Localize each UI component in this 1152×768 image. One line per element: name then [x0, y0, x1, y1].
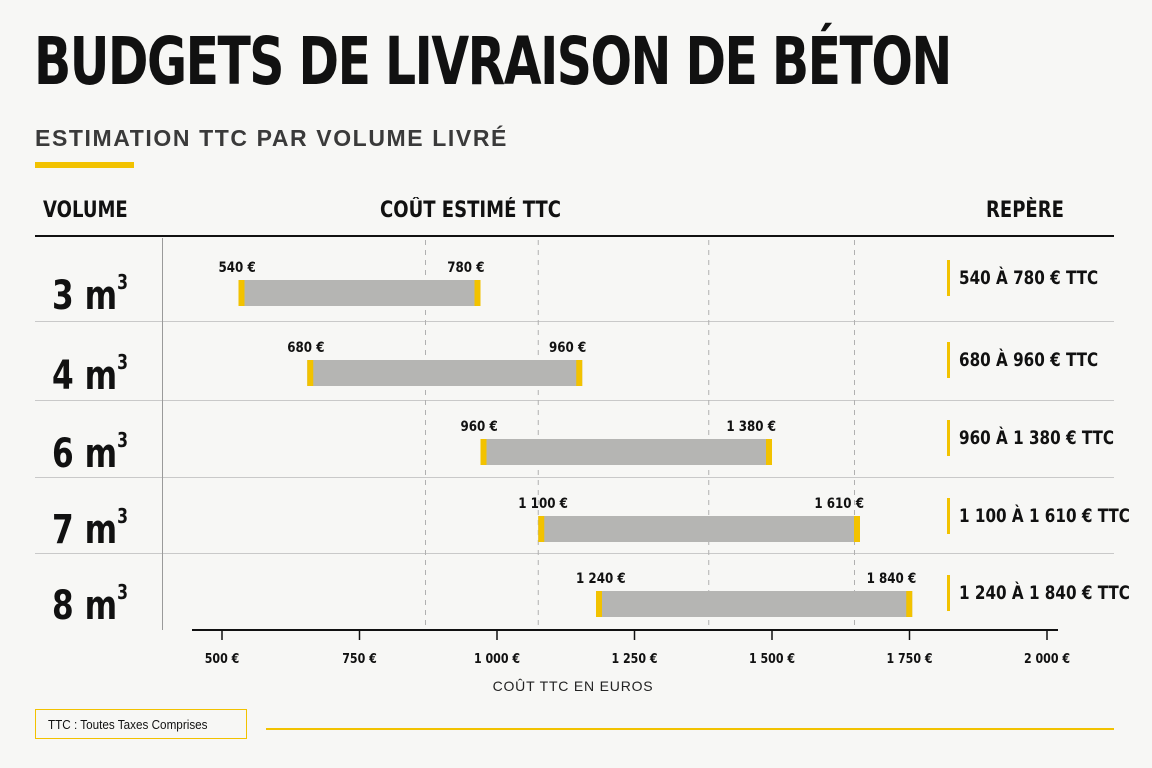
- reference-column-header: REPÈRE: [986, 198, 1064, 223]
- footer-rule: [266, 728, 1114, 730]
- x-tick-label: 1 250 €: [611, 651, 657, 666]
- range-bar: [538, 516, 860, 542]
- reference-cell: 960 À 1 380 € TTC: [947, 420, 1152, 456]
- reference-cell: 1 240 À 1 840 € TTC: [947, 575, 1152, 611]
- footnote-text: TTC : Toutes Taxes Comprises: [48, 716, 208, 732]
- volume-label: 7 m3: [52, 504, 128, 553]
- range-end-cap: [766, 439, 772, 465]
- reference-text: 680 À 960 € TTC: [959, 349, 1099, 371]
- reference-text: 960 À 1 380 € TTC: [959, 427, 1115, 449]
- range-start-cap: [307, 360, 314, 386]
- x-tick-label: 1 000 €: [474, 651, 520, 666]
- cost-column-header: COÛT ESTIMÉ TTC: [380, 198, 561, 223]
- range-high-label: 1 380 €: [726, 419, 776, 435]
- volume-label: 8 m3: [52, 580, 128, 629]
- x-tick-label: 500 €: [205, 651, 240, 666]
- x-tick-label: 1 500 €: [749, 651, 795, 666]
- reference-marker: [947, 260, 950, 296]
- header-rule: [35, 235, 1114, 237]
- range-low-label: 540 €: [219, 260, 256, 276]
- range-bar: [480, 439, 772, 465]
- range-end-cap: [906, 591, 913, 617]
- range-low-label: 680 €: [287, 340, 324, 356]
- reference-marker: [947, 420, 950, 456]
- range-start-cap: [480, 439, 487, 465]
- range-start-cap: [538, 516, 545, 542]
- row-divider: [35, 553, 1114, 554]
- range-high-label: 1 610 €: [814, 496, 864, 512]
- row-divider: [35, 477, 1114, 478]
- reference-text: 1 240 À 1 840 € TTC: [959, 582, 1130, 604]
- range-low-label: 1 100 €: [518, 496, 568, 512]
- volume-column-header: VOLUME: [43, 198, 128, 223]
- row-divider: [35, 321, 1114, 322]
- reference-text: 1 100 À 1 610 € TTC: [959, 505, 1130, 527]
- volume-label: 3 m3: [52, 270, 128, 319]
- range-high-label: 960 €: [549, 340, 586, 356]
- title-accent-bar: [35, 162, 134, 168]
- x-tick-label: 2 000 €: [1024, 651, 1070, 666]
- x-axis-label: COÛT TTC EN EUROS: [493, 678, 654, 694]
- reference-marker: [947, 342, 950, 378]
- reference-cell: 680 À 960 € TTC: [947, 342, 1133, 378]
- footnote-box: TTC : Toutes Taxes Comprises: [35, 709, 247, 739]
- range-start-cap: [238, 280, 245, 306]
- reference-marker: [947, 575, 950, 611]
- reference-text: 540 À 780 € TTC: [959, 267, 1099, 289]
- range-end-cap: [854, 516, 860, 542]
- range-high-label: 1 840 €: [867, 571, 917, 587]
- row-divider: [35, 400, 1114, 401]
- x-tick-label: 1 750 €: [886, 651, 932, 666]
- chart-subtitle: ESTIMATION TTC PAR VOLUME LIVRÉ: [35, 125, 508, 151]
- volume-label: 6 m3: [52, 428, 128, 477]
- range-bar: [307, 360, 583, 386]
- range-end-cap: [474, 280, 481, 306]
- range-start-cap: [596, 591, 602, 617]
- range-low-label: 960 €: [461, 419, 498, 435]
- range-low-label: 1 240 €: [576, 571, 626, 587]
- x-tick-label: 750 €: [342, 651, 377, 666]
- range-end-cap: [576, 360, 583, 386]
- range-high-label: 780 €: [447, 260, 484, 276]
- range-bar: [238, 280, 481, 306]
- volume-label: 4 m3: [52, 350, 128, 399]
- chart-title: BUDGETS DE LIVRAISON DE BÉTON: [34, 23, 952, 100]
- volume-column-divider: [162, 238, 163, 630]
- reference-marker: [947, 498, 950, 534]
- reference-cell: 540 À 780 € TTC: [947, 260, 1133, 296]
- range-bar: [596, 591, 913, 617]
- reference-cell: 1 100 À 1 610 € TTC: [947, 498, 1152, 534]
